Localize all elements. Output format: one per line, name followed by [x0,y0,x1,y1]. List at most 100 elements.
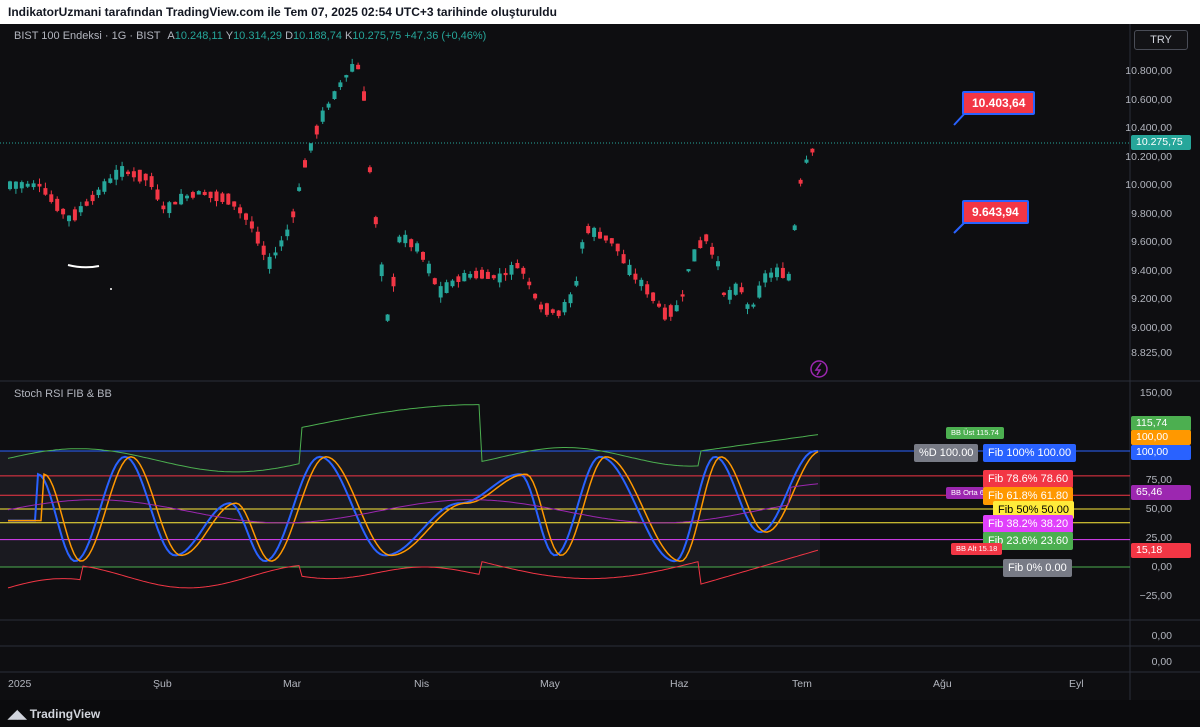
indicator-tick-label: 150,00 [1139,387,1172,399]
candle-body [226,193,231,205]
drawing-dot [110,288,112,290]
candle-body [751,304,756,307]
candle-body [196,191,201,195]
candle-body [31,183,36,188]
candle-body [592,227,597,237]
candle-body [320,110,325,122]
tv-mark-icon: ◢◣ [8,707,30,721]
time-tick-label: Şub [153,678,172,690]
candle-body [721,292,726,295]
candle-body [562,302,567,313]
candle-body [25,183,30,187]
candle-body [539,304,543,310]
low-label: D [285,30,294,42]
candle-body [792,225,797,231]
time-tick-label: Mar [283,678,302,690]
candle-body [456,276,461,282]
candle-body [438,286,443,298]
candle-body [544,303,549,315]
candle-body [727,290,732,300]
candle-body [19,182,24,189]
candle-body [769,272,774,278]
candle-body [556,310,561,316]
candle-body [220,193,225,202]
candle-body [798,179,803,184]
candle-body [131,171,136,178]
candle-body [639,279,644,287]
currency-button[interactable]: TRY [1134,30,1188,50]
candles [8,58,815,322]
tradingview-logo[interactable]: ◢◣ TradingView [8,707,100,721]
candle-body [179,193,184,205]
candle-body [391,276,396,287]
candle-body [674,305,679,312]
footer-brand: TradingView [29,707,101,721]
candle-body [686,269,691,272]
close-label: K [345,30,353,42]
candle-body [373,217,378,225]
candle-body [37,183,42,187]
high-label: Y [225,30,234,42]
candle-body [208,191,213,199]
candle-body [255,231,260,244]
chart-area[interactable]: BIST 100 Endeksi · 1G · BIST A10.248,11 … [0,24,1200,700]
candle-body [804,159,809,163]
candle-body [763,273,768,283]
candle-body [155,189,160,200]
candle-body [586,226,591,234]
chart-canvas[interactable] [0,24,1200,700]
indicator-value-tag: 15,18 [1131,543,1191,558]
candle-body [603,235,608,241]
candle-body [450,280,455,287]
candle-body [350,64,355,72]
footer-bar: ◢◣ TradingView [0,700,1200,727]
bb-upper-line [7,404,819,473]
pane-tick-label: 0,00 [1151,630,1172,642]
indicator-value-tag: 100,00 [1131,430,1191,445]
candle-body [261,245,266,255]
candle-body [185,195,189,199]
candle-body [662,307,667,320]
candle-body [385,314,390,321]
candle-body [102,181,107,192]
candle-body [78,206,83,213]
candle-body [598,231,602,239]
candle-body [409,239,414,248]
drawing-mark [67,264,100,269]
candle-body [550,309,555,313]
candle-body [126,171,130,175]
candle-body [13,181,18,189]
high-value: 10.314,29 [233,30,282,42]
indicator-value-tag: 115,74 [1131,416,1191,431]
candle-body [415,243,420,252]
candle-body [267,256,272,269]
fib-level-tag: Fib 100% 100.00 [983,444,1077,462]
candle-body [704,234,709,242]
fib-level-tag: Fib 38.2% 38.20 [983,515,1074,533]
candle-body [739,287,744,293]
candle-body [49,194,54,202]
candle-body [120,166,125,177]
time-tick-label: Haz [670,678,689,690]
bb-mid-line [7,483,819,524]
time-tick-label: Eyl [1069,678,1084,690]
candle-body [497,273,502,283]
candle-body [615,243,620,252]
candle-body [716,261,720,267]
price-tick-label: 8.825,00 [1131,346,1172,359]
fib-level-tag: Fib 78.6% 78.60 [983,470,1074,488]
candle-body [303,160,307,168]
candle-body [232,201,237,207]
candle-body [580,242,585,249]
candle-body [43,188,48,195]
candle-body [757,285,762,298]
candle-body [651,292,656,301]
candle-body [503,272,508,276]
indicator-title[interactable]: Stoch RSI FIB & BB [14,388,112,400]
candle-body [786,273,791,281]
symbol-name[interactable]: BIST 100 Endeksi · 1G · BIST [14,30,161,42]
candle-body [108,178,113,183]
candle-body [657,303,661,307]
candle-body [444,282,449,293]
time-tick-label: Tem [792,678,812,690]
